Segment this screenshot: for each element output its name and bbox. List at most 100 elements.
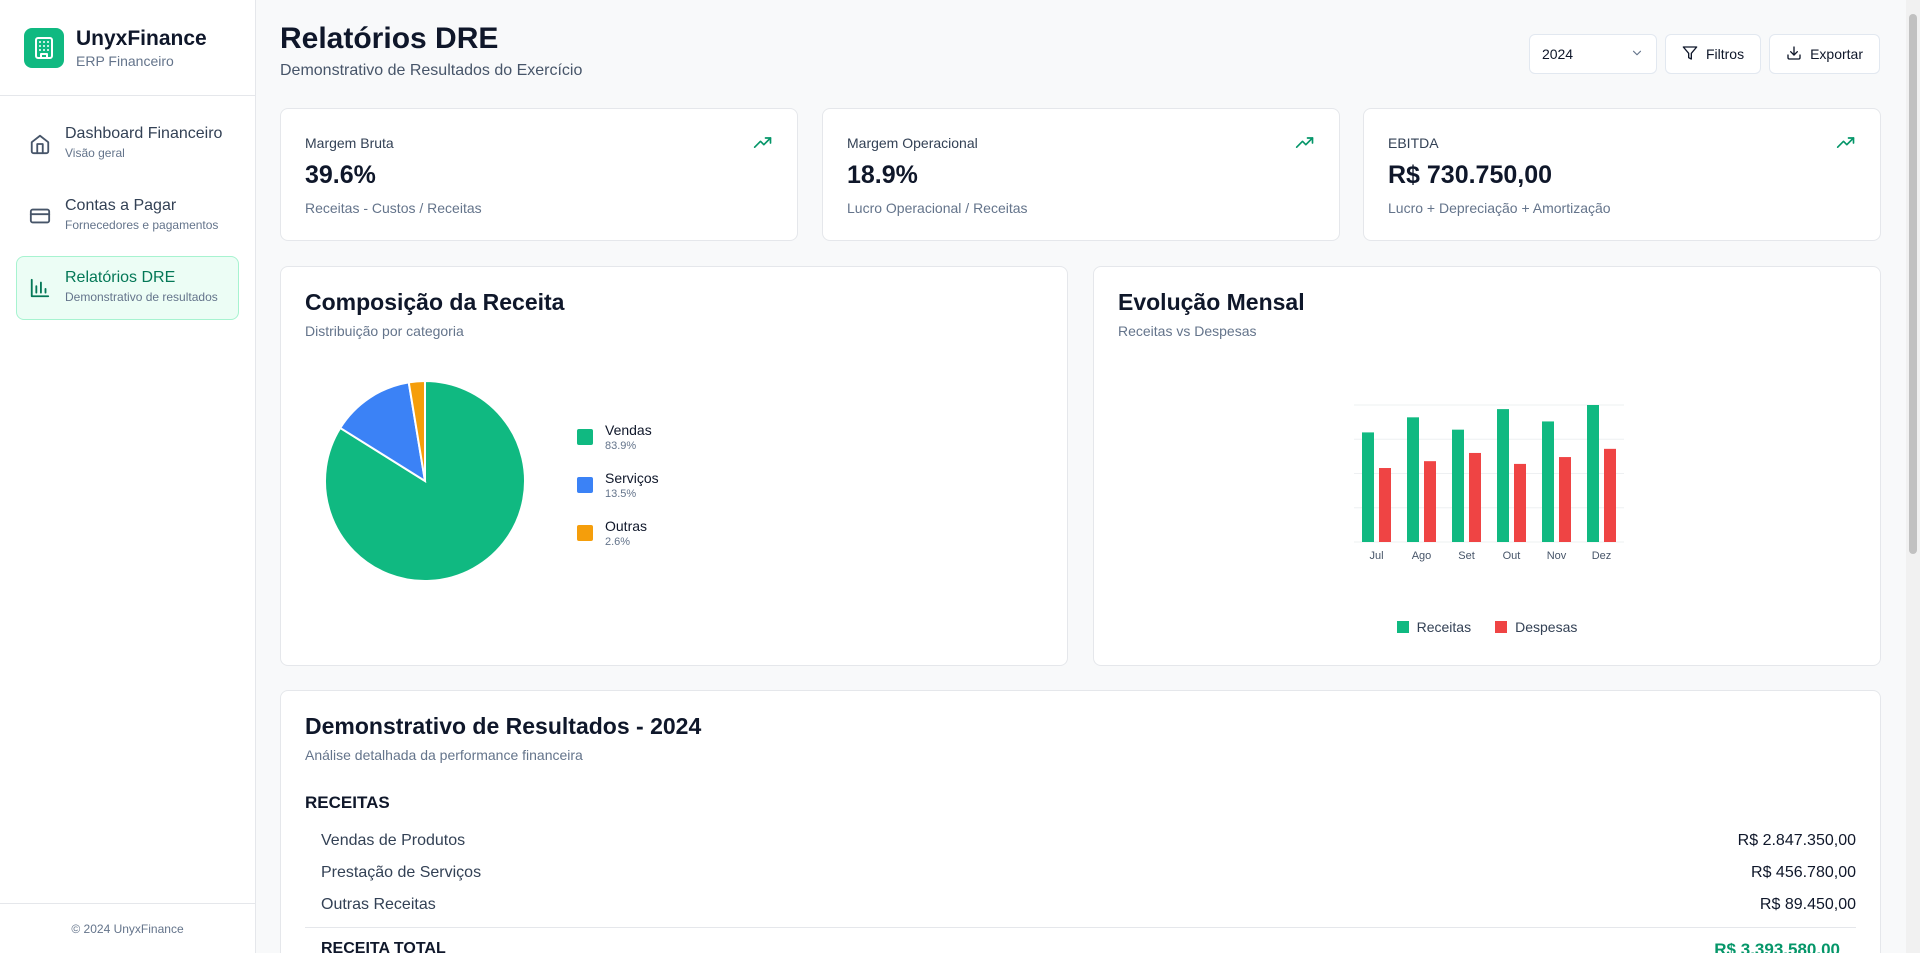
x-tick-label: Dez bbox=[1592, 550, 1612, 562]
kpi-description: Lucro + Depreciação + Amortização bbox=[1388, 200, 1611, 216]
bar-despesas-dez bbox=[1604, 448, 1616, 542]
sidebar-item-label: Dashboard Financeiro bbox=[65, 125, 223, 142]
kpi-card-margem-bruta: Margem Bruta 39.6% Receitas - Custos / R… bbox=[280, 108, 798, 241]
x-tick-label: Ago bbox=[1412, 550, 1432, 562]
brand: UnyxFinance ERP Financeiro bbox=[0, 0, 255, 96]
legend-item-receitas: Receitas bbox=[1396, 619, 1472, 635]
bar-despesas-jul bbox=[1379, 468, 1391, 542]
dre-total-row: RECEITA TOTAL R$ 3.393.580,00 bbox=[305, 927, 1856, 953]
kpi-value: 18.9% bbox=[847, 161, 918, 189]
dre-row-label: Vendas de Produtos bbox=[321, 832, 466, 849]
kpi-label: Margem Bruta bbox=[305, 135, 394, 151]
kpi-value: 39.6% bbox=[305, 161, 376, 189]
page-scrollbar[interactable] bbox=[1906, 0, 1920, 953]
dre-card: Demonstrativo de Resultados - 2024 Análi… bbox=[280, 690, 1881, 953]
kpi-description: Lucro Operacional / Receitas bbox=[847, 200, 1028, 216]
home-icon bbox=[29, 133, 53, 157]
bar-chart-icon bbox=[29, 277, 53, 301]
card-title: Evolução Mensal bbox=[1118, 289, 1305, 315]
dre-total-label: RECEITA TOTAL bbox=[321, 940, 446, 953]
bar-receitas-out bbox=[1497, 409, 1509, 542]
kpi-card-ebitda: EBITDA R$ 730.750,00 Lucro + Depreciação… bbox=[1363, 108, 1881, 241]
download-icon bbox=[1786, 45, 1802, 64]
pie-slice-serviços bbox=[338, 381, 427, 484]
kpi-value: R$ 730.750,00 bbox=[1388, 161, 1553, 189]
x-tick-label: Nov bbox=[1547, 550, 1567, 562]
legend-pct: 13.5% bbox=[605, 488, 637, 500]
legend-label: Receitas bbox=[1416, 619, 1472, 635]
legend-swatch bbox=[577, 525, 593, 541]
sidebar-item-label: Contas a Pagar bbox=[65, 197, 177, 214]
credit-card-icon bbox=[29, 205, 53, 229]
export-button-label: Exportar bbox=[1810, 46, 1863, 62]
kpi-label: Margem Operacional bbox=[847, 135, 978, 151]
dre-row-value: R$ 456.780,00 bbox=[1751, 864, 1856, 881]
sidebar-item-dashboard[interactable]: Dashboard Financeiro Visão geral bbox=[16, 112, 239, 176]
bar-receitas-jul bbox=[1362, 432, 1374, 542]
card-title: Demonstrativo de Resultados - 2024 bbox=[305, 713, 702, 739]
year-select-value: 2024 bbox=[1541, 46, 1574, 62]
chevron-down-icon bbox=[1630, 46, 1644, 63]
card-title: Composição da Receita bbox=[305, 289, 565, 315]
legend-pct: 2.6% bbox=[605, 536, 631, 548]
filter-icon bbox=[1682, 45, 1698, 64]
kpi-description: Receitas - Custos / Receitas bbox=[305, 200, 482, 216]
dre-row: Outras Receitas R$ 89.450,00 bbox=[321, 893, 1856, 917]
legend-item-outras: Outras 2.6% bbox=[577, 517, 659, 565]
bar-despesas-nov bbox=[1559, 457, 1571, 542]
x-tick-label: Out bbox=[1503, 550, 1521, 562]
legend-swatch bbox=[1495, 621, 1508, 633]
bar-despesas-out bbox=[1514, 463, 1526, 542]
sidebar-item-label: Relatórios DRE bbox=[65, 269, 176, 286]
sidebar-item-relatorios-dre[interactable]: Relatórios DRE Demonstrativo de resultad… bbox=[16, 256, 239, 320]
monthly-bar-chart: Jul Ago Set Out Nov Dez bbox=[1354, 404, 1624, 562]
legend-swatch bbox=[577, 429, 593, 445]
bar-despesas-set bbox=[1469, 452, 1481, 542]
brand-name: UnyxFinance bbox=[76, 26, 207, 50]
section-heading-receitas: RECEITAS bbox=[305, 793, 390, 812]
pie-slice-outras bbox=[407, 379, 426, 482]
brand-subtitle: ERP Financeiro bbox=[76, 52, 174, 69]
card-subtitle: Receitas vs Despesas bbox=[1118, 323, 1257, 339]
bar-receitas-dez bbox=[1587, 405, 1599, 542]
evolution-card: Evolução Mensal Receitas vs Despesas Jul… bbox=[1093, 266, 1881, 666]
sidebar-item-sub: Fornecedores e pagamentos bbox=[65, 218, 219, 232]
dre-row-value: R$ 2.847.350,00 bbox=[1737, 832, 1856, 849]
legend-name: Serviços bbox=[605, 470, 659, 486]
dre-row: Vendas de Produtos R$ 2.847.350,00 bbox=[321, 829, 1856, 853]
kpi-card-margem-operacional: Margem Operacional 18.9% Lucro Operacion… bbox=[822, 108, 1340, 241]
sidebar-item-sub: Demonstrativo de resultados bbox=[65, 290, 218, 304]
filters-button[interactable]: Filtros bbox=[1664, 34, 1762, 74]
bar-legend: Receitas Despesas bbox=[1094, 619, 1880, 635]
legend-swatch bbox=[577, 477, 593, 493]
bar-receitas-nov bbox=[1542, 421, 1554, 542]
sidebar-footer: © 2024 UnyxFinance bbox=[0, 903, 255, 953]
card-subtitle: Análise detalhada da performance finance… bbox=[305, 747, 583, 763]
building-icon bbox=[24, 27, 64, 68]
trending-up-icon bbox=[1836, 135, 1856, 151]
composition-card: Composição da Receita Distribuição por c… bbox=[280, 266, 1068, 666]
dre-row: Prestação de Serviços R$ 456.780,00 bbox=[321, 861, 1856, 885]
legend-item-vendas: Vendas 83.9% bbox=[577, 421, 659, 469]
export-button[interactable]: Exportar bbox=[1769, 34, 1880, 74]
sidebar-item-contas-a-pagar[interactable]: Contas a Pagar Fornecedores e pagamentos bbox=[16, 184, 239, 248]
dre-total-value: R$ 3.393.580,00 bbox=[1714, 940, 1840, 953]
bar-receitas-set bbox=[1452, 429, 1464, 542]
x-tick-label: Set bbox=[1458, 550, 1475, 562]
trending-up-icon bbox=[1295, 135, 1315, 151]
legend-item-despesas: Despesas bbox=[1495, 619, 1577, 635]
dre-row-value: R$ 89.450,00 bbox=[1759, 896, 1856, 913]
legend-swatch bbox=[1396, 621, 1409, 633]
dre-row-label: Outras Receitas bbox=[321, 896, 436, 913]
scrollbar-thumb[interactable] bbox=[1909, 14, 1917, 554]
legend-pct: 83.9% bbox=[605, 440, 637, 452]
legend-name: Vendas bbox=[605, 422, 652, 438]
dre-row-label: Prestação de Serviços bbox=[321, 864, 482, 881]
sidebar-nav: Dashboard Financeiro Visão geral Contas … bbox=[0, 96, 255, 344]
legend-name: Outras bbox=[605, 518, 648, 534]
year-select[interactable]: 2024 bbox=[1528, 34, 1657, 74]
page-title: Relatórios DRE bbox=[280, 22, 499, 55]
pie-legend: Vendas 83.9% Serviços 13.5% Outras 2.6% bbox=[577, 421, 659, 565]
legend-item-servicos: Serviços 13.5% bbox=[577, 469, 659, 517]
sidebar-item-sub: Visão geral bbox=[65, 146, 125, 160]
